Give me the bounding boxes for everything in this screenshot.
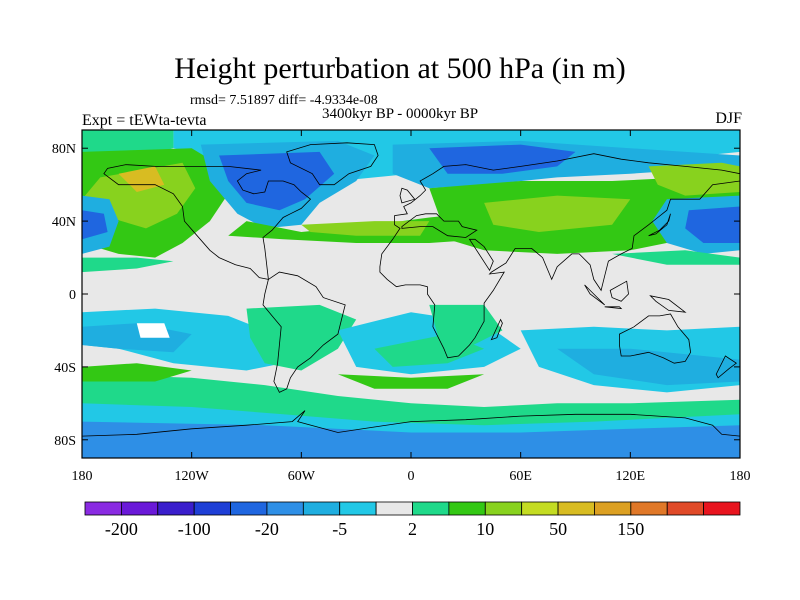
- colorbar-label: 10: [476, 519, 494, 539]
- colorbar-box: [157, 501, 195, 516]
- field-spac-white-hole: [136, 323, 170, 338]
- field-samer-teal: [246, 304, 357, 371]
- coast-australia: [619, 313, 692, 364]
- field-npac-east-yellow: [648, 162, 740, 196]
- colorbar-label: -20: [255, 519, 279, 539]
- coastlines: [82, 142, 740, 458]
- colorbar-box: [230, 501, 268, 516]
- coast-greenland: [286, 142, 379, 186]
- coast-new-zealand: [715, 355, 737, 379]
- colorbar-label: 150: [617, 519, 644, 539]
- coast-south-america: [262, 271, 346, 393]
- coast-arabia-red-sea: [468, 238, 494, 272]
- colorbar: -200 -100 -20 -5 2 10 50 150: [84, 501, 741, 539]
- experiment-label: Expt = tEWta-tevta: [82, 112, 207, 129]
- coast-uk: [399, 187, 416, 204]
- lon-tick-label: 0: [408, 469, 415, 484]
- colorbar-box: [266, 501, 304, 516]
- coast-north-america: [103, 164, 312, 280]
- plot-title: Height perturbation at 500 hPa (in m): [174, 52, 626, 85]
- lon-tick-label: 60W: [288, 469, 316, 484]
- field-asia-yellow: [484, 195, 631, 232]
- lon-tick-label: 120E: [616, 469, 646, 484]
- season-label: DJF: [715, 110, 742, 127]
- field-spac-green: [82, 363, 192, 382]
- height-field: [82, 130, 740, 458]
- field-npac-orange: [118, 166, 165, 192]
- coast-africa-eurasia: [379, 153, 740, 359]
- field-so-mid: [82, 421, 740, 458]
- colorbar-box: [666, 501, 705, 516]
- coast-borneo: [609, 280, 629, 302]
- field-satl-green: [337, 374, 485, 389]
- colorbar-box: [703, 501, 741, 516]
- coast-japan: [648, 213, 671, 237]
- coast-indonesia-1: [584, 284, 605, 306]
- lon-tick-label: 60E: [509, 469, 532, 484]
- colorbar-box: [375, 501, 413, 516]
- lat-tick-label: 80S: [54, 434, 76, 449]
- field-trop-teal-pac: [82, 257, 174, 273]
- colorbar-label: -5: [332, 519, 347, 539]
- colorbar-box: [630, 501, 668, 516]
- field-sind-blue: [557, 348, 740, 386]
- coast-antarctica: [82, 410, 740, 458]
- field-npac-deepblue: [82, 210, 108, 240]
- colorbar-box: [84, 501, 122, 516]
- colorbar-box: [412, 501, 450, 516]
- lat-tick-label: 40S: [54, 361, 76, 376]
- coast-new-guinea: [649, 295, 687, 313]
- colorbar-box: [193, 501, 231, 516]
- colorbar-label: -200: [105, 519, 138, 539]
- axis-ticks: 80N 40N 0 40S 80S 180 120W 60W 0 60E 120E 180: [52, 130, 751, 484]
- colorbar-box: [302, 501, 341, 516]
- lon-tick-label: 180: [72, 469, 93, 484]
- colorbar-label: 50: [549, 519, 567, 539]
- colorbar-box: [557, 501, 595, 516]
- coast-indonesia-2: [604, 306, 623, 310]
- lon-tick-label: 120W: [175, 469, 210, 484]
- colorbar-label: -100: [178, 519, 211, 539]
- lat-tick-label: 80N: [52, 142, 76, 157]
- stats-label: rmsd= 7.51897 diff= -4.9334e-08: [190, 93, 378, 108]
- coast-madagascar: [490, 318, 503, 341]
- lat-tick-label: 0: [69, 288, 76, 303]
- colorbar-box: [448, 501, 486, 516]
- field-eurasia-darkblue: [429, 144, 576, 174]
- lat-tick-label: 40N: [52, 215, 76, 230]
- field-trop-teal-ind: [612, 250, 740, 265]
- colorbar-label: 2: [408, 519, 417, 539]
- lon-tick-label: 180: [730, 469, 751, 484]
- field-npac-east-darkblue: [685, 206, 740, 243]
- period-label: 3400kyr BP - 0000kyr BP: [322, 106, 479, 122]
- colorbar-box: [339, 501, 377, 516]
- coast-mediterranean: [401, 213, 478, 238]
- colorbar-box: [521, 501, 559, 516]
- colorbar-box: [594, 501, 632, 516]
- colorbar-box: [120, 501, 159, 516]
- colorbar-box: [484, 501, 523, 516]
